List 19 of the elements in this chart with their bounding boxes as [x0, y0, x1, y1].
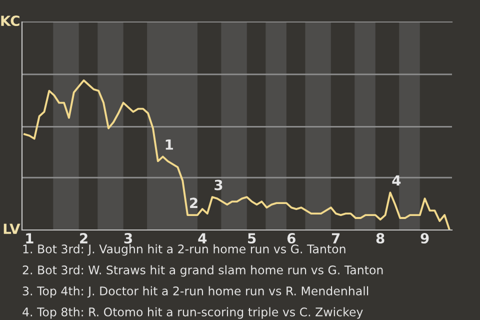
- text: KC: [1, 16, 20, 26]
- annotation: 4: [392, 175, 401, 186]
- text: 4. Top 8th: R. Otomo hit a run-scoring triple vs C. Zwickey: [22, 307, 363, 319]
- x-tick-label: 8: [376, 233, 384, 244]
- x-tick-label: 3: [124, 233, 132, 244]
- x-tick-label: 4: [198, 233, 207, 244]
- x-tick-label: 2: [80, 233, 88, 244]
- annotation: 3: [214, 180, 222, 190]
- text: LV: [4, 224, 20, 234]
- text: 1. Bot 3rd: J. Vaughn hit a 2-run home run vs G. Tanton: [23, 244, 346, 256]
- annotation: 2: [190, 198, 198, 208]
- x-tick-label: 5: [248, 233, 256, 244]
- x-tick-label: 6: [287, 233, 296, 244]
- text: 3. Top 4th: J. Doctor hit a 2-run home run vs R. Mendenhall: [22, 286, 368, 298]
- text: 2. Bot 3rd: W. Straws hit a grand slam home run vs G. Tanton: [22, 265, 383, 277]
- x-tick-label: 9: [420, 233, 429, 244]
- annotation: 1: [166, 139, 173, 150]
- x-tick-label: 1: [26, 233, 34, 244]
- x-tick-label: 7: [332, 233, 340, 244]
